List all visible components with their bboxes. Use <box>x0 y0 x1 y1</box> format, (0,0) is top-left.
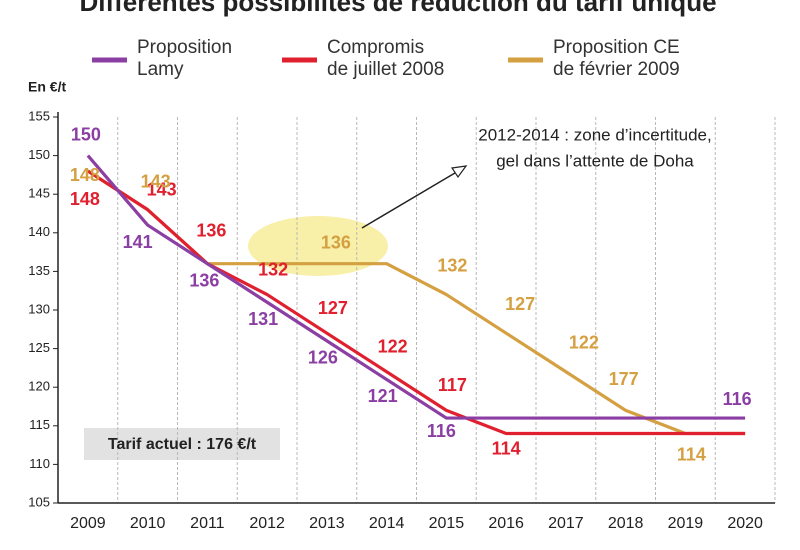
y-tick-label: 115 <box>29 417 50 432</box>
x-tick-label: 2012 <box>249 515 285 532</box>
x-tick-label: 2010 <box>130 515 166 532</box>
data-label: 114 <box>492 438 521 458</box>
annotation-arrow <box>361 169 461 229</box>
data-label: 141 <box>123 232 153 252</box>
series-line <box>86 154 746 420</box>
y-tick-label: 130 <box>28 301 50 316</box>
x-tick-label: 2015 <box>429 515 465 532</box>
y-tick-label: 155 <box>28 108 50 123</box>
data-label: 132 <box>437 255 467 275</box>
x-tick-label: 2014 <box>369 515 405 532</box>
arrow-head <box>450 165 468 179</box>
x-tick-label: 2011 <box>190 515 225 532</box>
y-tick-label: 150 <box>28 147 50 162</box>
data-label: 148 <box>70 189 100 209</box>
data-label: 136 <box>189 270 219 290</box>
legend-label: de juillet 2008 <box>327 59 444 80</box>
x-tick-label: 2017 <box>548 515 584 532</box>
tarif-label: Tarif actuel : 176 €/t <box>108 436 257 453</box>
data-label: 148 <box>70 165 100 185</box>
data-label: 143 <box>141 171 171 191</box>
data-label: 143 <box>147 179 177 199</box>
y-tick-label: 105 <box>28 494 50 509</box>
data-label: 127 <box>318 298 348 318</box>
data-label: 136 <box>196 220 226 240</box>
data-label: 116 <box>427 421 456 441</box>
data-label: 122 <box>569 333 599 353</box>
uncertainty-highlight <box>248 216 388 276</box>
legend-label: Proposition CE <box>553 37 680 58</box>
y-tick-label: 120 <box>28 379 50 394</box>
tarif-box <box>84 428 280 460</box>
data-label: 114 <box>677 444 706 464</box>
annotation: 2012-2014 : zone d’incertitude, <box>478 125 711 144</box>
data-label: 116 <box>723 389 752 409</box>
data-label: 177 <box>609 369 639 389</box>
data-label: 117 <box>438 375 467 395</box>
data-label: 121 <box>368 386 398 406</box>
chart-title: Différentes possibilités de réduction du… <box>79 0 716 17</box>
y-tick-label: 125 <box>28 340 50 355</box>
x-tick-label: 2009 <box>70 515 106 532</box>
y-axis-label: En €/t <box>28 79 66 95</box>
y-tick-label: 110 <box>29 456 50 471</box>
x-tick-label: 2018 <box>608 515 644 532</box>
legend-label: Proposition <box>137 37 232 58</box>
annotation: gel dans l’attente de Doha <box>496 151 694 170</box>
legend-label: Lamy <box>137 59 184 80</box>
data-label: 127 <box>505 294 535 314</box>
data-label: 136 <box>321 232 351 252</box>
x-tick-label: 2019 <box>668 515 704 532</box>
data-label: 132 <box>258 259 288 279</box>
data-label: 126 <box>308 348 338 368</box>
x-tick-label: 2020 <box>727 515 763 532</box>
y-tick-label: 140 <box>28 224 50 239</box>
y-tick-label: 135 <box>28 263 50 278</box>
legend-label: Compromis <box>327 37 424 58</box>
data-label: 150 <box>71 124 101 144</box>
y-tick-label: 145 <box>28 186 50 201</box>
x-tick-label: 2016 <box>488 515 524 532</box>
data-label: 122 <box>378 337 408 357</box>
x-tick-label: 2013 <box>309 515 345 532</box>
data-label: 131 <box>248 309 278 329</box>
legend-label: de février 2009 <box>553 59 680 80</box>
series-line <box>87 169 746 436</box>
